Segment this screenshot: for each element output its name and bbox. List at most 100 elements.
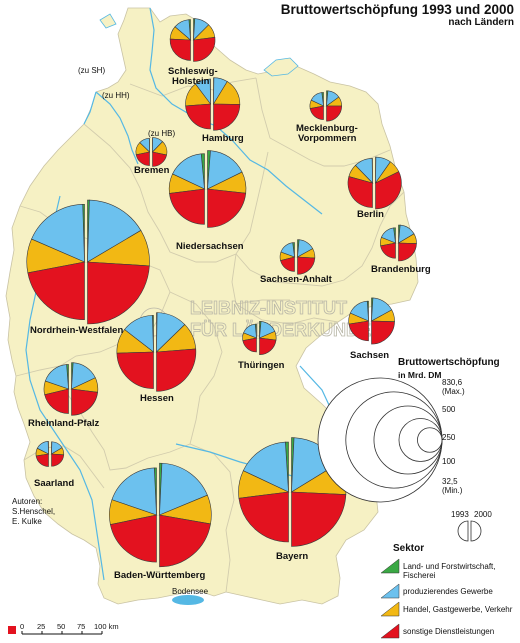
sector-swatch-1 — [380, 583, 400, 599]
year-legend: 1993 2000 — [451, 510, 492, 542]
state-borders — [15, 77, 405, 593]
map-title: Bruttowertschöpfung 1993 und 2000 — [280, 2, 514, 17]
year-2000-semicircle — [470, 520, 482, 542]
pie-slice-hamburg-1993-3 — [185, 103, 211, 130]
label-rheinland-pfalz: Rheinland-Pfalz — [28, 418, 100, 429]
size-legend-label-3: 100 — [442, 457, 456, 466]
pie-slice-brandenburg-2000-3 — [398, 242, 417, 262]
label-brandenburg: Brandenburg — [371, 264, 431, 275]
pie-slice-baden-wuerttemberg-1993-3 — [109, 514, 157, 563]
year-1993-label: 1993 — [451, 510, 469, 519]
pie-slice-sachsen-1993-3 — [348, 320, 369, 342]
sector-label-sonstige: sonstige Dienstleistungen — [403, 627, 495, 636]
authors-block: Autoren: S.Henschel, E. Kulke — [12, 497, 55, 527]
watermark-line-2: FÜR LÄNDERKUNDE — [190, 320, 371, 340]
pie-slice-mecklenburg-vorpommern-1993-3 — [309, 105, 324, 120]
label-bayern: Bayern — [276, 551, 308, 562]
pie-slice-rheinland-pfalz-1993-3 — [44, 388, 69, 414]
state-labels: Schleswig- Holstein Hamburg Mecklenburg-… — [28, 66, 431, 581]
north-frisian-island — [99, 13, 117, 29]
pie-slice-brandenburg-1993-3 — [380, 242, 396, 259]
label-schleswig-holstein-2: Holstein — [172, 76, 210, 87]
size-legend-sublabel-0: (Max.) — [442, 387, 465, 396]
sector-legend-title: Sektor — [393, 543, 425, 554]
pie-slice-hessen-1993-3 — [116, 351, 154, 389]
label-nrw: Nordrhein-Westfalen — [30, 325, 123, 336]
pie-slice-bayern-1993-3 — [238, 491, 289, 543]
pie-slice-mecklenburg-vorpommern-2000-3 — [326, 105, 343, 122]
pie-slice-baden-wuerttemberg-2000-1 — [159, 462, 208, 516]
year-1993-semicircle — [457, 520, 469, 542]
pie-slice-bayern-1993-1 — [242, 441, 289, 493]
watermark-line-1: LEIBNIZ-INSTITUT — [190, 298, 347, 318]
label-saarland: Saarland — [34, 478, 74, 489]
size-legend: 830,6(Max.) 500 250 100 32,5(Min.) — [317, 377, 465, 503]
pie-slice-berlin-2000-3 — [375, 171, 402, 210]
bodensee-label: Bodensee — [172, 587, 209, 596]
note-zu-hb: (zu HB) — [148, 129, 175, 138]
pie-slice-bremen-1993-3 — [135, 151, 150, 166]
pie-slice-baden-wuerttemberg-1993-1 — [111, 467, 157, 516]
year-2000-label: 2000 — [474, 510, 492, 519]
ruegen-island — [263, 57, 299, 77]
sector-label-produzierend: produzierendes Gewerbe — [403, 587, 493, 596]
size-legend-label-4: 32,5 — [442, 477, 458, 486]
scale-label-75: 75 — [77, 622, 85, 631]
pie-slice-nordrhein-westfalen-1993-3 — [27, 261, 85, 321]
pie-slice-berlin-1993-3 — [347, 176, 373, 208]
pie-slice-schleswig-holstein-2000-3 — [193, 36, 216, 62]
authors-label: Autoren: — [12, 497, 43, 506]
label-hessen: Hessen — [140, 393, 174, 404]
pie-slice-sachsen-anhalt-1993-3 — [280, 256, 295, 272]
map-subtitle: nach Ländern — [448, 17, 514, 28]
pie-slice-hamburg-2000-3 — [213, 103, 241, 131]
label-sachsen-anhalt: Sachsen-Anhalt — [260, 274, 333, 285]
size-legend-sublabel-4: (Min.) — [442, 486, 463, 495]
label-thueringen: Thüringen — [238, 360, 285, 371]
size-legend-title-block: Bruttowertschöpfung in Mrd. DM — [398, 357, 500, 381]
scale-label-50: 50 — [57, 622, 65, 631]
size-legend-label-0: 830,6 — [442, 378, 463, 387]
sector-swatch-3 — [380, 623, 400, 639]
bodensee-lake — [172, 595, 204, 605]
sector-label-handel: Handel, Gastgewerbe, Verkehr — [403, 605, 513, 614]
sector-swatch-2 — [380, 601, 400, 617]
size-legend-unit: in Mrd. DM — [398, 370, 442, 380]
label-mecklenburg-1: Mecklenburg- — [296, 123, 358, 134]
size-legend-title: Bruttowertschöpfung — [398, 357, 500, 368]
label-sachsen: Sachsen — [350, 350, 389, 361]
author-1: S.Henschel, — [12, 507, 56, 516]
size-legend-label-2: 250 — [442, 433, 456, 442]
pie-slice-bayern-2000-3 — [291, 491, 347, 547]
pie-slice-niedersachsen-1993-3 — [169, 188, 205, 225]
scale-label-0: 0 — [20, 622, 24, 631]
pie-slice-rheinland-pfalz-2000-3 — [71, 388, 98, 416]
sector-swatch-0 — [380, 558, 400, 574]
scale-bar: 0 25 50 75 100 km — [8, 622, 119, 635]
size-legend-circle-4 — [417, 427, 443, 453]
pie-chart-layer — [26, 18, 417, 568]
label-niedersachsen: Niedersachsen — [176, 241, 244, 252]
pie-slice-hessen-2000-3 — [156, 348, 197, 392]
pie-slice-sachsen-anhalt-2000-3 — [297, 256, 316, 275]
scale-label-100km: 100 km — [94, 622, 119, 631]
pie-slice-saarland-2000-3 — [51, 453, 65, 467]
pie-slice-bremen-2000-3 — [152, 151, 167, 167]
size-legend-label-1: 500 — [442, 405, 456, 414]
note-zu-hh: (zu HH) — [102, 91, 130, 100]
label-bremen: Bremen — [134, 165, 170, 176]
pie-slice-nordrhein-westfalen-2000-3 — [87, 261, 150, 325]
pie-slice-saarland-1993-3 — [35, 453, 49, 467]
sector-swatches — [380, 558, 400, 639]
watermark: LEIBNIZ-INSTITUT FÜR LÄNDERKUNDE — [139, 298, 371, 340]
label-baden-wuerttemberg: Baden-Württemberg — [114, 570, 206, 581]
label-mecklenburg-2: Vorpommern — [298, 133, 357, 144]
pie-slice-baden-wuerttemberg-2000-3 — [159, 514, 211, 568]
pie-slice-schleswig-holstein-1993-3 — [169, 38, 191, 61]
map-title-block: Bruttowertschöpfung 1993 und 2000 nach L… — [252, 2, 514, 28]
author-2: E. Kulke — [12, 517, 42, 526]
pie-slice-thueringen-2000-3 — [259, 337, 277, 355]
pie-slice-nordrhein-westfalen-1993-1 — [31, 203, 85, 263]
institute-logo-icon — [8, 626, 16, 634]
